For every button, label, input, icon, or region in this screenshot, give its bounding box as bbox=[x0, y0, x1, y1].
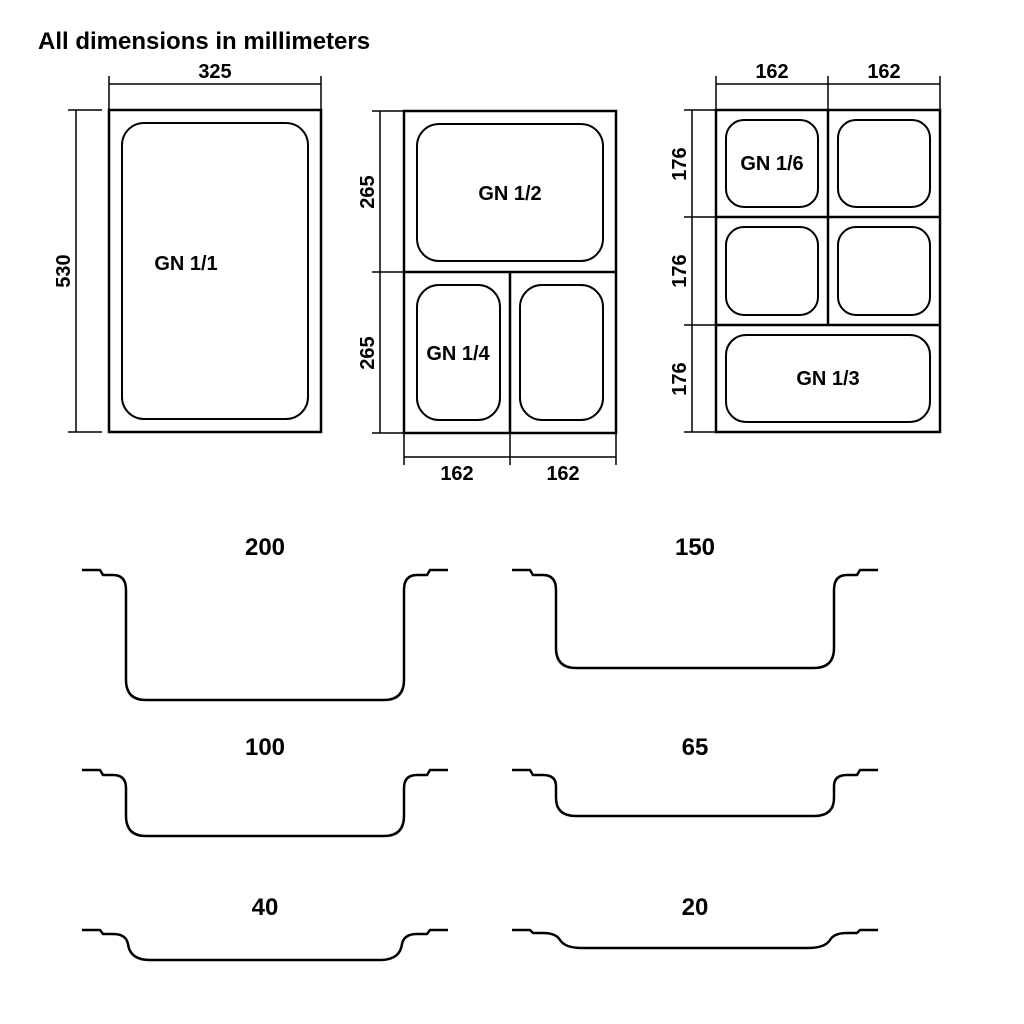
pan-100-label: 100 bbox=[245, 734, 285, 761]
pan-20-label: 20 bbox=[682, 894, 709, 921]
pan-150: 150 bbox=[512, 534, 878, 668]
pan-200-label: 200 bbox=[245, 534, 285, 561]
pan-40-label: 40 bbox=[252, 894, 279, 921]
gn16-w-dim-1: 162 bbox=[755, 61, 788, 83]
gn16-h-dim-2: 176 bbox=[669, 254, 691, 287]
gn16-h-dim-3: 176 bbox=[669, 362, 691, 395]
pan-150-label: 150 bbox=[675, 534, 715, 561]
page-title: All dimensions in millimeters bbox=[38, 28, 370, 56]
gn13-label: GN 1/3 bbox=[796, 368, 859, 390]
pan-65-label: 65 bbox=[682, 734, 709, 761]
pan-20: 20 bbox=[512, 894, 878, 948]
gn11-label: GN 1/1 bbox=[154, 253, 217, 275]
gn12-h-dim-2: 265 bbox=[357, 336, 379, 369]
gn16-label: GN 1/6 bbox=[740, 153, 803, 175]
gn16-gn13-block: GN 1/6 GN 1/3 162 162 176 176 176 bbox=[669, 61, 940, 432]
pan-200: 200 bbox=[82, 534, 448, 700]
pan-100: 100 bbox=[82, 734, 448, 836]
gn12-label: GN 1/2 bbox=[478, 183, 541, 205]
gn14-w-dim-1: 162 bbox=[440, 463, 473, 485]
pan-65: 65 bbox=[512, 734, 878, 816]
gn12-h-dim-1: 265 bbox=[357, 175, 379, 208]
gn14-label: GN 1/4 bbox=[426, 343, 490, 365]
gn11-block: 325 530 GN 1/1 bbox=[53, 61, 321, 432]
diagram-canvas: 325 530 GN 1/1 GN 1/2 GN 1/4 265 265 bbox=[0, 0, 1024, 1024]
gn11-height-dim: 530 bbox=[53, 254, 75, 287]
pan-40: 40 bbox=[82, 894, 448, 960]
gn11-width-dim: 325 bbox=[198, 61, 231, 83]
gn16-h-dim-1: 176 bbox=[669, 147, 691, 180]
gn16-w-dim-2: 162 bbox=[867, 61, 900, 83]
gn14-w-dim-2: 162 bbox=[546, 463, 579, 485]
gn12-gn14-block: GN 1/2 GN 1/4 265 265 162 162 bbox=[357, 111, 616, 485]
